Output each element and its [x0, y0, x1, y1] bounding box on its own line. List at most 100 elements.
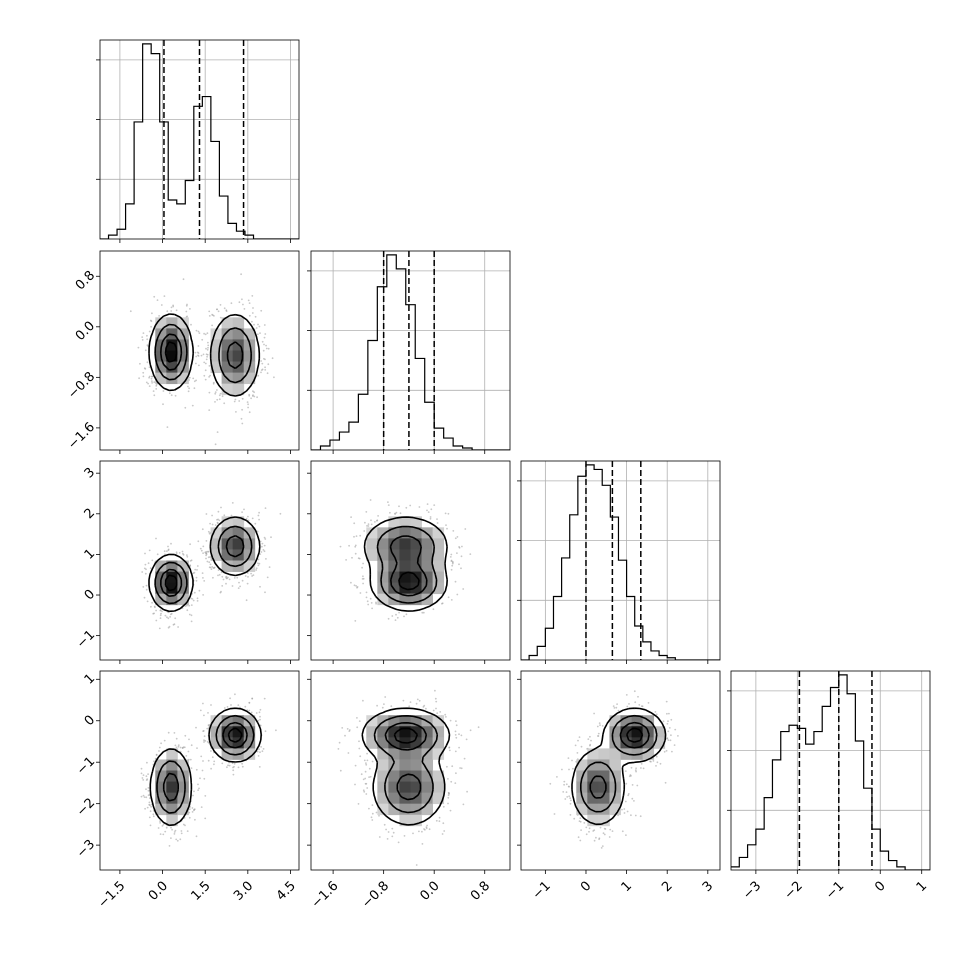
histogram-bar — [109, 235, 118, 239]
scatter-point — [139, 362, 141, 365]
scatter-point — [146, 778, 149, 781]
histogram-bar — [570, 515, 578, 660]
scatter-point — [263, 324, 266, 326]
scatter-point — [167, 617, 170, 620]
density-cell — [210, 538, 223, 550]
scatter-point — [588, 830, 590, 833]
scatter-point — [168, 845, 171, 847]
x-tick-label: 3.0 — [231, 879, 256, 904]
scatter-point — [221, 395, 224, 398]
scatter-point — [639, 815, 642, 818]
scatter-point — [579, 839, 582, 842]
density-cell — [377, 748, 389, 760]
density-cell — [232, 372, 245, 385]
y-tick-label: 3 — [82, 465, 98, 481]
scatter-point — [666, 712, 668, 715]
scatter-point — [354, 783, 356, 786]
scatter-point — [144, 563, 147, 566]
scatter-point — [376, 704, 378, 707]
scatter-point — [358, 557, 361, 560]
scatter-point — [436, 712, 439, 715]
scatter-point — [435, 707, 437, 710]
density-cell — [232, 317, 245, 329]
histogram-bar — [781, 732, 789, 870]
x-tick-label: 1 — [914, 879, 930, 895]
scatter-point — [142, 375, 145, 378]
scatter-point — [179, 838, 182, 841]
density-cell — [221, 549, 234, 561]
scatter-point — [567, 757, 570, 759]
scatter-point — [387, 501, 389, 503]
density-cell — [399, 516, 411, 528]
scatter-point — [146, 334, 148, 337]
scatter-point — [454, 734, 457, 736]
scatter-point — [168, 392, 171, 395]
scatter-point — [175, 838, 178, 841]
scatter-point — [609, 828, 612, 831]
scatter-point — [203, 777, 206, 780]
density-cell — [177, 582, 189, 595]
scatter-point — [667, 730, 670, 733]
scatter-point — [434, 689, 436, 692]
scatter-point — [577, 739, 579, 742]
scatter-point — [259, 332, 261, 334]
scatter-point — [454, 580, 457, 583]
density-cell — [399, 759, 411, 771]
histogram-bar — [320, 446, 329, 450]
scatter-point — [377, 515, 379, 517]
scatter-point — [167, 731, 170, 734]
scatter-point — [207, 759, 210, 762]
scatter-point — [630, 814, 632, 817]
scatter-point — [430, 508, 433, 511]
density-cell — [232, 737, 245, 749]
density-cell — [210, 328, 223, 340]
scatter-point — [452, 561, 454, 564]
scatter-point — [150, 605, 152, 608]
scatter-point — [250, 572, 253, 575]
density-cell — [421, 770, 434, 782]
density-cell — [243, 527, 256, 539]
scatter-point — [207, 344, 210, 347]
scatter-point — [201, 769, 204, 772]
density-cell — [155, 317, 167, 329]
scatter-point — [204, 369, 207, 372]
scatter-point — [449, 556, 452, 558]
density-cell — [399, 726, 411, 738]
histogram-2 — [521, 464, 720, 660]
scatter-point — [170, 542, 172, 545]
scatter-point — [257, 514, 260, 517]
scatter-point — [162, 403, 164, 406]
density-cell — [410, 759, 422, 771]
scatter-point — [561, 768, 563, 771]
density-cell — [232, 726, 245, 738]
scatter-point — [367, 603, 370, 606]
scatter-point — [566, 796, 569, 798]
scatter-point — [267, 363, 270, 366]
scatter-point — [174, 394, 177, 397]
scatter-point — [147, 382, 150, 385]
density-cell — [410, 737, 422, 749]
scatter-point — [187, 390, 190, 393]
scatter-point — [405, 506, 408, 509]
histogram-bar — [839, 675, 847, 870]
scatter-point — [166, 310, 169, 313]
density-cell — [410, 781, 422, 794]
density-cell — [598, 770, 610, 782]
scatter-point — [205, 347, 207, 350]
scatter-point — [458, 563, 460, 566]
scatter-point — [447, 512, 450, 515]
scatter-point — [147, 787, 150, 789]
density-cell — [166, 748, 178, 760]
scatter-point — [248, 393, 251, 396]
density-cell — [155, 803, 167, 816]
panel-2-0: −1 0 1 2 3 — [74, 460, 300, 664]
scatter-point — [438, 816, 441, 819]
scatter-point — [265, 344, 267, 347]
density-cell — [432, 748, 445, 760]
scatter-point — [200, 806, 203, 808]
scatter-point — [217, 310, 220, 313]
scatter-point — [255, 567, 258, 570]
scatter-point — [201, 528, 204, 531]
density-cell — [609, 715, 621, 727]
density-cell — [421, 737, 434, 749]
